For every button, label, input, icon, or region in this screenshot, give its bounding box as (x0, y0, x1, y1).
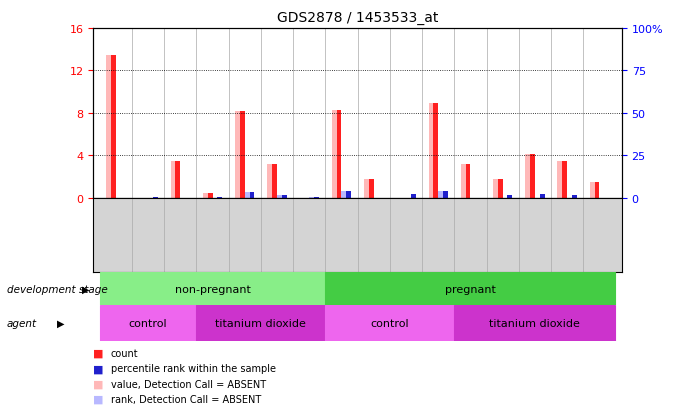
Bar (410, 195, 415, 198)
Bar (218, 197, 223, 198)
Bar (272, 164, 277, 198)
Text: percentile rank within the sample: percentile rank within the sample (111, 363, 276, 373)
Text: rank, Detection Call = ABSENT: rank, Detection Call = ABSENT (111, 394, 261, 404)
Bar (530, 155, 535, 198)
Text: ■: ■ (93, 363, 104, 373)
Bar (310, 197, 314, 198)
Text: value, Detection Call = ABSENT: value, Detection Call = ABSENT (111, 379, 265, 389)
Text: ▶: ▶ (57, 318, 64, 328)
Title: GDS2878 / 1453533_at: GDS2878 / 1453533_at (277, 11, 438, 25)
Bar (558, 161, 562, 198)
Text: titanium dioxide: titanium dioxide (489, 318, 580, 328)
Text: ■: ■ (93, 379, 104, 389)
Text: non-pregnant: non-pregnant (175, 284, 250, 294)
Bar (466, 164, 471, 198)
Bar (171, 161, 176, 198)
Text: development stage: development stage (7, 284, 108, 294)
Bar (438, 192, 443, 198)
Text: count: count (111, 348, 138, 358)
Bar (364, 179, 369, 198)
Bar (341, 192, 346, 198)
Bar (461, 164, 466, 198)
Text: titanium dioxide: titanium dioxide (216, 318, 306, 328)
Bar (540, 195, 545, 198)
Text: control: control (370, 318, 409, 328)
Bar (443, 192, 448, 198)
Bar (562, 161, 567, 198)
Bar (240, 112, 245, 198)
Bar (433, 104, 438, 198)
Bar (196, 306, 325, 341)
Bar (245, 192, 249, 198)
Bar (282, 196, 287, 198)
Bar (428, 104, 433, 198)
Bar (106, 55, 111, 198)
Bar (176, 161, 180, 198)
Text: ▶: ▶ (82, 284, 89, 294)
Text: ■: ■ (93, 394, 104, 404)
Bar (498, 179, 502, 198)
Text: ■: ■ (93, 348, 104, 358)
Bar (507, 195, 512, 198)
Bar (111, 55, 116, 198)
Bar (314, 197, 319, 198)
Bar (332, 110, 337, 198)
Bar (153, 197, 158, 198)
Bar (594, 183, 599, 198)
Bar (572, 195, 577, 198)
Bar (346, 192, 351, 198)
Bar (525, 155, 530, 198)
Bar (325, 306, 454, 341)
Text: pregnant: pregnant (445, 284, 496, 294)
Bar (325, 273, 616, 306)
Text: control: control (129, 318, 167, 328)
Bar (267, 164, 272, 198)
Bar (454, 306, 616, 341)
Bar (277, 196, 282, 198)
Bar (100, 273, 325, 306)
Bar (249, 192, 254, 198)
Text: agent: agent (7, 318, 37, 328)
Bar (203, 194, 208, 198)
Bar (589, 183, 594, 198)
Bar (493, 179, 498, 198)
Bar (235, 112, 240, 198)
Bar (100, 306, 196, 341)
Bar (337, 110, 341, 198)
Bar (208, 194, 213, 198)
Bar (369, 179, 374, 198)
